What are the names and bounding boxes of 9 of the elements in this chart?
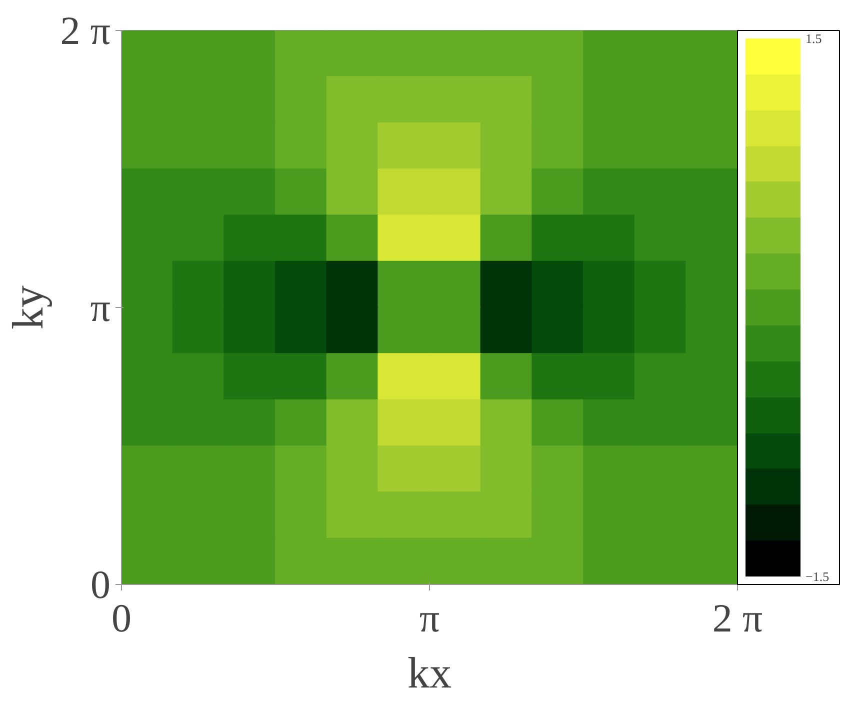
y-tick-label: 0 [90, 562, 110, 607]
y-tick-label: 2 π [60, 8, 111, 53]
x-axis-title: kx [408, 648, 452, 698]
color-bar-label: 1.5 [806, 31, 822, 46]
x-tick-label: π [419, 596, 440, 640]
color-bar-label: −1.5 [806, 569, 830, 584]
y-axis-title: ky [3, 286, 52, 330]
y-tick-label: π [90, 285, 111, 330]
x-tick-label: 2 π [712, 596, 763, 640]
